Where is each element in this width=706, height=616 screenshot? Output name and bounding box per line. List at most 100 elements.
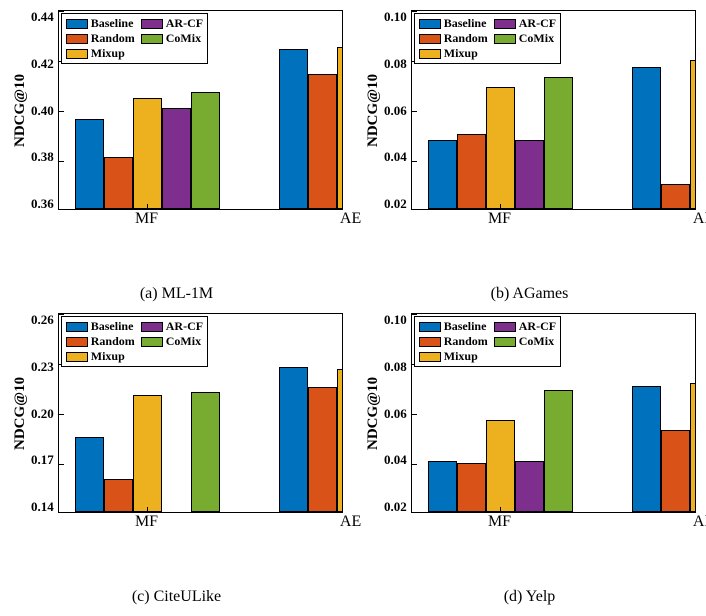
bar-baseline: [428, 140, 457, 209]
y-tick-label: 0.42: [31, 57, 54, 70]
y-tick-label: 0.26: [31, 313, 54, 326]
legend-item-random: Random: [419, 334, 488, 349]
legend-swatch: [66, 322, 88, 332]
legend-label: Baseline: [91, 16, 134, 31]
bar-arcf: [515, 461, 544, 512]
bar-random: [457, 134, 486, 209]
panel-caption: (b) AGames: [363, 285, 696, 303]
bar-comix: [191, 92, 220, 210]
legend-swatch: [66, 337, 88, 347]
legend-swatch: [419, 337, 441, 347]
plot-area: Baseline AR-CF Random CoMix Mixup: [411, 10, 696, 210]
y-tick-label: 0.04: [384, 150, 407, 163]
bar-random: [308, 387, 337, 512]
legend-item-mixup: Mixup: [419, 46, 488, 61]
y-tick-label: 0.44: [31, 10, 54, 23]
bar-baseline: [279, 367, 308, 512]
panel-caption: (d) Yelp: [363, 588, 696, 606]
legend-label: Mixup: [91, 46, 125, 61]
legend-item-comix: CoMix: [494, 334, 556, 349]
legend-swatch: [66, 49, 88, 59]
bar-random: [661, 430, 690, 513]
legend-label: CoMix: [166, 334, 201, 349]
legend-item-baseline: Baseline: [66, 16, 135, 31]
y-tick-label: 0.08: [384, 57, 407, 70]
y-axis-label: NDCG@10: [10, 313, 31, 513]
legend-swatch: [141, 34, 163, 44]
legend-item-comix: CoMix: [494, 31, 556, 46]
y-ticks: 0.100.080.060.040.02: [384, 313, 411, 513]
x-tick-label: AE: [340, 210, 361, 228]
legend-label: Baseline: [91, 319, 134, 334]
bar-comix: [544, 77, 573, 210]
y-ticks: 0.440.420.400.380.36: [31, 10, 58, 210]
legend: Baseline AR-CF Random CoMix Mixup: [414, 13, 561, 64]
x-tick-label: MF: [488, 210, 511, 228]
legend-label: Random: [91, 334, 135, 349]
plot-area: BaselineAR-CFRandomCoMixMixup: [411, 313, 696, 513]
legend-label: Baseline: [444, 319, 487, 334]
bar-random: [104, 479, 133, 512]
plot-area: Baseline AR-CF Random CoMix Mixup: [58, 313, 343, 513]
bar-random: [457, 463, 486, 512]
legend-label: AR-CF: [519, 319, 556, 334]
legend-swatch: [494, 34, 516, 44]
chart-panel-c: NDCG@100.260.230.200.170.14BaselineAR-CF…: [10, 313, 343, 606]
legend-label: AR-CF: [166, 319, 203, 334]
x-tick-label: AE: [693, 513, 706, 531]
y-ticks: 0.100.080.060.040.02: [384, 10, 411, 210]
panel-caption: (c) CiteULike: [10, 588, 343, 606]
chart-panel-d: NDCG@100.100.080.060.040.02BaselineAR-CF…: [363, 313, 696, 606]
legend-label: Random: [444, 334, 488, 349]
y-axis-label: NDCG@10: [363, 10, 384, 210]
legend: BaselineAR-CFRandomCoMixMixup: [414, 316, 561, 367]
y-tick-label: 0.20: [31, 407, 54, 420]
y-tick-label: 0.02: [384, 500, 407, 513]
bar-baseline: [75, 437, 104, 512]
bar-comix: [544, 390, 573, 513]
legend-item-baseline: Baseline: [419, 319, 488, 334]
bar-comix: [191, 392, 220, 512]
x-tick-label: AE: [340, 513, 361, 531]
legend-item-arcf: AR-CF: [141, 16, 203, 31]
chart-panel-b: NDCG@100.100.080.060.040.02BaselineAR-CF…: [363, 10, 696, 303]
bar-mixup: [486, 87, 515, 210]
y-tick-label: 0.38: [31, 150, 54, 163]
legend-swatch: [141, 337, 163, 347]
legend-swatch: [141, 322, 163, 332]
bar-baseline: [632, 67, 661, 210]
bar-mixup: [133, 98, 162, 209]
legend: Baseline AR-CF Random CoMix Mixup: [61, 316, 208, 367]
legend-item-random: Random: [66, 31, 135, 46]
bar-baseline: [75, 119, 104, 209]
y-tick-label: 0.04: [384, 453, 407, 466]
y-tick-label: 0.14: [31, 500, 54, 513]
legend-item-random: Random: [66, 334, 135, 349]
legend-swatch: [494, 337, 516, 347]
y-axis-label: NDCG@10: [10, 10, 31, 210]
bar-mixup: [486, 420, 515, 513]
bar-baseline: [279, 49, 308, 209]
legend: Baseline AR-CF Random CoMix Mixup: [61, 13, 208, 64]
legend-item-mixup: Mixup: [66, 349, 135, 364]
x-tick-label: MF: [488, 513, 511, 531]
legend-label: Random: [91, 31, 135, 46]
legend-swatch: [141, 19, 163, 29]
legend-swatch: [419, 19, 441, 29]
legend-label: AR-CF: [519, 16, 556, 31]
bar-mixup: [690, 383, 696, 512]
y-tick-label: 0.36: [31, 197, 54, 210]
x-tick-label: MF: [135, 513, 158, 531]
bar-mixup: [337, 369, 343, 512]
x-tick-label: MF: [135, 210, 158, 228]
legend-label: Random: [444, 31, 488, 46]
legend-label: Baseline: [444, 16, 487, 31]
y-tick-label: 0.02: [384, 197, 407, 210]
y-tick-label: 0.17: [31, 453, 54, 466]
legend-label: CoMix: [519, 334, 554, 349]
legend-item-baseline: Baseline: [419, 16, 488, 31]
legend-item-arcf: AR-CF: [494, 16, 556, 31]
y-tick-label: 0.10: [384, 313, 407, 326]
y-tick-label: 0.08: [384, 360, 407, 373]
legend-label: CoMix: [166, 31, 201, 46]
